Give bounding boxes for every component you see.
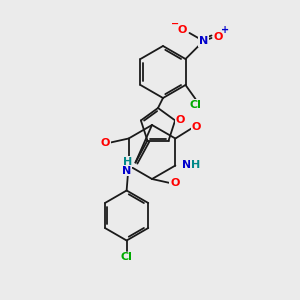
Text: N: N bbox=[199, 36, 208, 46]
Text: H: H bbox=[191, 160, 200, 170]
Text: −: − bbox=[172, 19, 180, 29]
Text: Cl: Cl bbox=[190, 100, 202, 110]
Text: N: N bbox=[122, 166, 131, 176]
Text: H: H bbox=[123, 157, 132, 166]
Text: O: O bbox=[192, 122, 201, 131]
Text: +: + bbox=[221, 25, 230, 35]
Text: O: O bbox=[176, 116, 185, 125]
Text: O: O bbox=[178, 25, 187, 35]
Text: N: N bbox=[182, 160, 191, 170]
Text: O: O bbox=[101, 137, 110, 148]
Text: O: O bbox=[170, 178, 180, 188]
Text: Cl: Cl bbox=[121, 253, 133, 262]
Text: O: O bbox=[214, 32, 223, 42]
